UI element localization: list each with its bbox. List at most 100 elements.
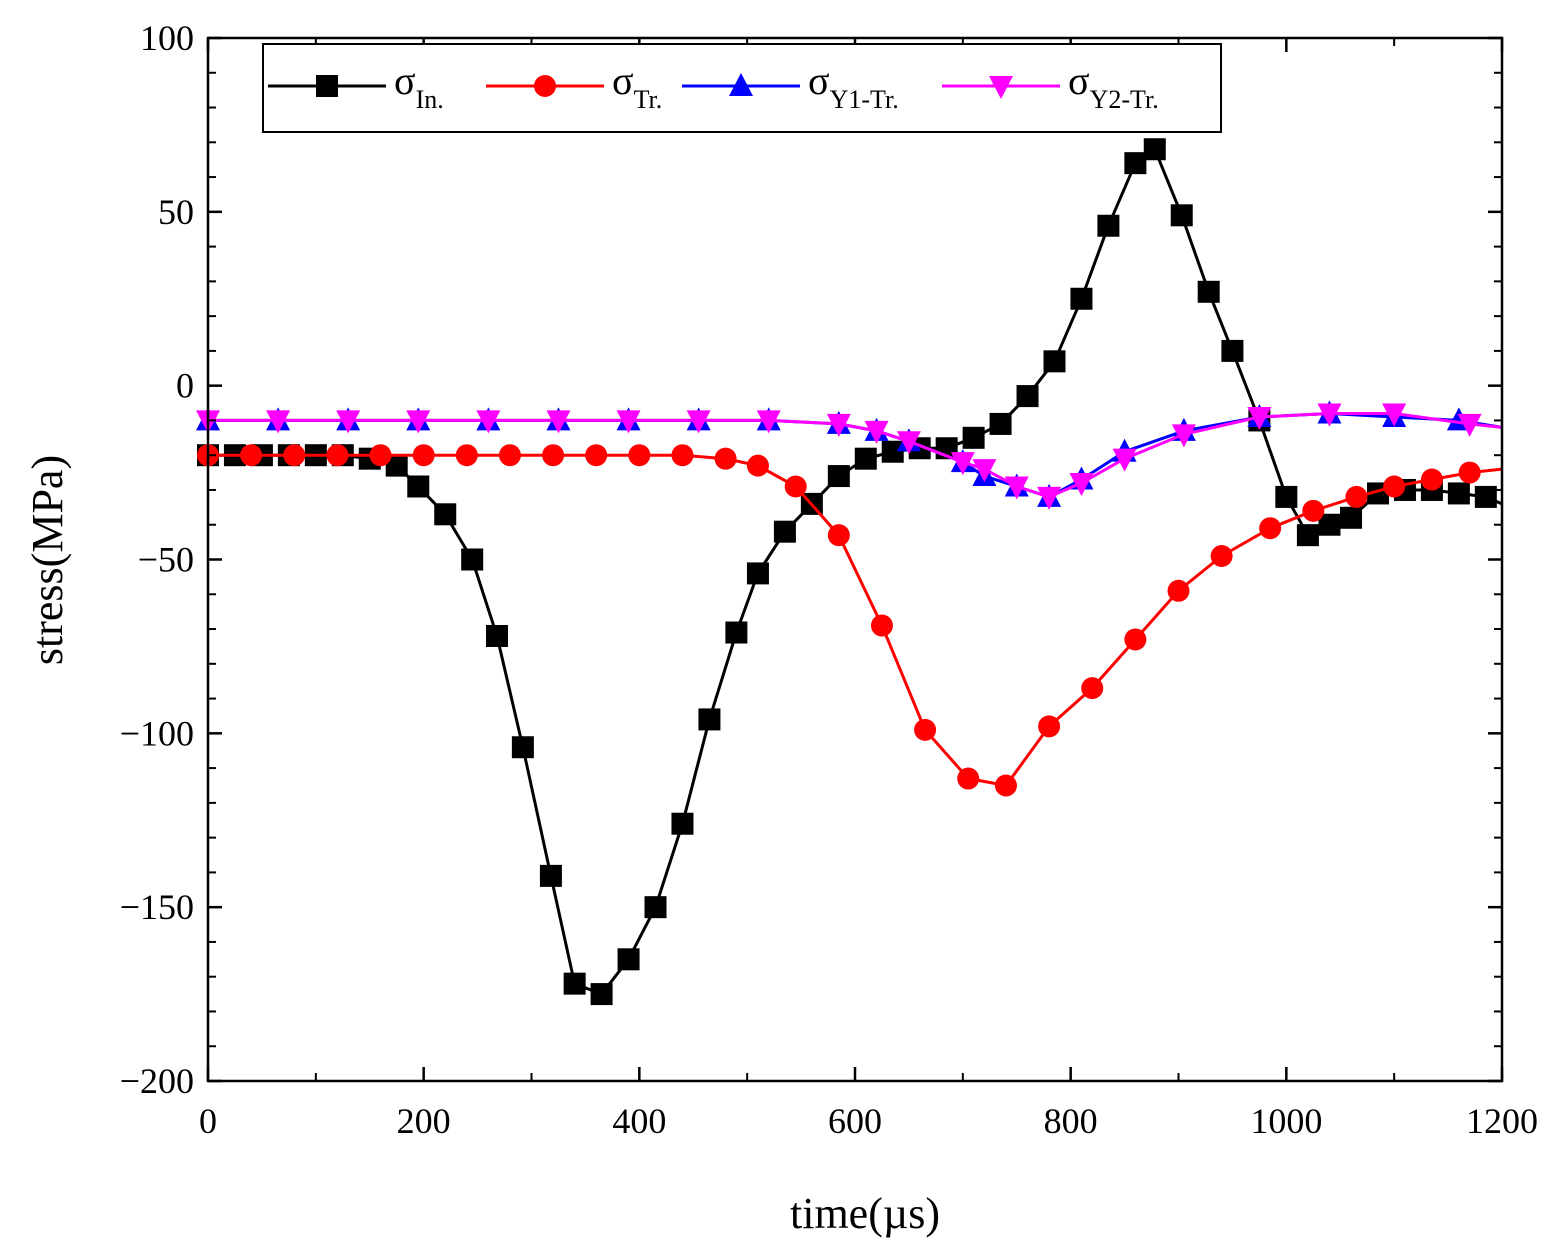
plot-frame bbox=[206, 36, 1504, 1083]
data-point-y2-tr bbox=[864, 420, 889, 444]
y-tick-label: −200 bbox=[120, 1061, 194, 1101]
legend-symbol: σ bbox=[1068, 58, 1090, 103]
x-tick-label: 1000 bbox=[1250, 1101, 1322, 1141]
data-point-tr bbox=[498, 444, 521, 467]
data-point-y2-tr bbox=[1037, 486, 1062, 510]
data-point-tr bbox=[326, 444, 349, 467]
data-point-in bbox=[1296, 524, 1319, 547]
legend-subscript: Y1-Tr. bbox=[830, 85, 899, 114]
legend-subscript: Y2-Tr. bbox=[1090, 85, 1159, 114]
legend-marker-y2-tr bbox=[989, 76, 1013, 99]
data-point-tr bbox=[784, 475, 807, 498]
data-point-in bbox=[671, 812, 694, 835]
series-in bbox=[197, 138, 1503, 1006]
series-line-y2-tr bbox=[208, 412, 1503, 499]
data-point-y2-tr bbox=[826, 413, 851, 437]
data-point-in bbox=[434, 503, 457, 526]
data-point-y2-tr bbox=[546, 410, 571, 434]
data-point-in bbox=[881, 440, 904, 463]
data-point-y2-tr bbox=[1112, 448, 1137, 472]
data-point-in bbox=[644, 896, 667, 919]
data-point-tr bbox=[714, 447, 737, 470]
data-point-in bbox=[1221, 339, 1244, 362]
data-point-in bbox=[485, 624, 508, 647]
data-point-y2-tr bbox=[1004, 476, 1029, 500]
data-point-y2-tr bbox=[972, 459, 997, 483]
data-point-in bbox=[1124, 152, 1147, 175]
series-layer bbox=[196, 138, 1503, 1006]
data-point-in bbox=[1447, 482, 1470, 505]
data-point-in bbox=[698, 708, 721, 731]
data-point-y2-tr bbox=[1317, 403, 1342, 427]
data-point-in bbox=[1318, 513, 1341, 536]
x-tick-label: 600 bbox=[828, 1101, 882, 1141]
y-tick-label: 100 bbox=[140, 18, 194, 58]
data-point-y2-tr bbox=[1382, 403, 1407, 427]
data-point-tr bbox=[994, 774, 1017, 797]
legend-marker-y1-tr bbox=[729, 73, 753, 96]
data-point-in bbox=[563, 972, 586, 995]
data-point-in bbox=[746, 562, 769, 585]
data-point-in bbox=[854, 447, 877, 470]
data-point-in bbox=[1170, 204, 1193, 227]
data-point-in bbox=[773, 520, 796, 543]
data-point-tr bbox=[1302, 499, 1325, 522]
data-point-in bbox=[1143, 138, 1166, 161]
data-point-in bbox=[962, 426, 985, 449]
x-axis-title: time(µs) bbox=[790, 1189, 940, 1238]
data-point-in bbox=[461, 548, 484, 571]
data-point-y2-tr bbox=[406, 410, 431, 434]
y-tick-label: −100 bbox=[120, 713, 194, 753]
data-point-in bbox=[725, 621, 748, 644]
y-axis-title: stress(MPa) bbox=[23, 455, 72, 665]
data-point-in bbox=[539, 864, 562, 887]
data-point-tr bbox=[746, 454, 769, 477]
data-point-in bbox=[1275, 485, 1298, 508]
data-point-y2-tr bbox=[1247, 406, 1272, 430]
data-point-tr bbox=[628, 444, 651, 467]
y-tick-label: 0 bbox=[176, 366, 194, 406]
legend-subscript: Tr. bbox=[634, 85, 663, 114]
y-tick-label: −50 bbox=[138, 540, 194, 580]
data-point-tr bbox=[957, 767, 980, 790]
data-point-in bbox=[385, 454, 408, 477]
data-point-tr bbox=[671, 444, 694, 467]
data-point-y2-tr bbox=[896, 431, 921, 455]
x-tick-label: 0 bbox=[199, 1101, 217, 1141]
data-point-tr bbox=[412, 444, 435, 467]
legend-symbol: σ bbox=[394, 58, 416, 103]
x-tick-label: 800 bbox=[1044, 1101, 1098, 1141]
data-point-tr bbox=[1124, 628, 1147, 651]
series-tr bbox=[197, 444, 1503, 797]
data-point-y2-tr bbox=[616, 410, 641, 434]
data-point-y2-tr bbox=[686, 410, 711, 434]
legend-symbol: σ bbox=[808, 58, 830, 103]
data-point-y2-tr bbox=[756, 410, 781, 434]
data-point-in bbox=[617, 948, 640, 971]
data-point-tr bbox=[827, 524, 850, 547]
data-point-in bbox=[1340, 506, 1363, 529]
data-point-y2-tr bbox=[950, 452, 975, 476]
data-point-tr bbox=[1038, 715, 1061, 738]
x-tick-label: 200 bbox=[397, 1101, 451, 1141]
data-point-in bbox=[1070, 287, 1093, 310]
axes-layer: 0 200 400 600 800 1000 1200 100 50 0 −50 −100 −150 −2… bbox=[120, 18, 1538, 1141]
y-tick-label: −150 bbox=[120, 887, 194, 927]
legend-subscript: In. bbox=[416, 85, 444, 114]
data-point-y2-tr bbox=[476, 410, 501, 434]
series-y2-tr bbox=[196, 403, 1503, 510]
data-point-y2-tr bbox=[266, 410, 291, 434]
data-point-tr bbox=[870, 614, 893, 637]
data-point-y2-tr bbox=[1069, 473, 1094, 497]
data-point-tr bbox=[1081, 677, 1104, 700]
data-point-tr bbox=[914, 718, 937, 741]
data-point-in bbox=[1474, 485, 1497, 508]
legend-label-tr: σTr. bbox=[612, 58, 662, 114]
legend: σIn. σTr. σY1-Tr. σY2-Tr. bbox=[262, 43, 1222, 133]
data-point-in bbox=[590, 983, 613, 1006]
data-point-tr bbox=[1383, 475, 1406, 498]
data-point-tr bbox=[369, 444, 392, 467]
legend-label-y2-tr: σY2-Tr. bbox=[1068, 58, 1159, 114]
data-point-tr bbox=[1345, 485, 1368, 508]
